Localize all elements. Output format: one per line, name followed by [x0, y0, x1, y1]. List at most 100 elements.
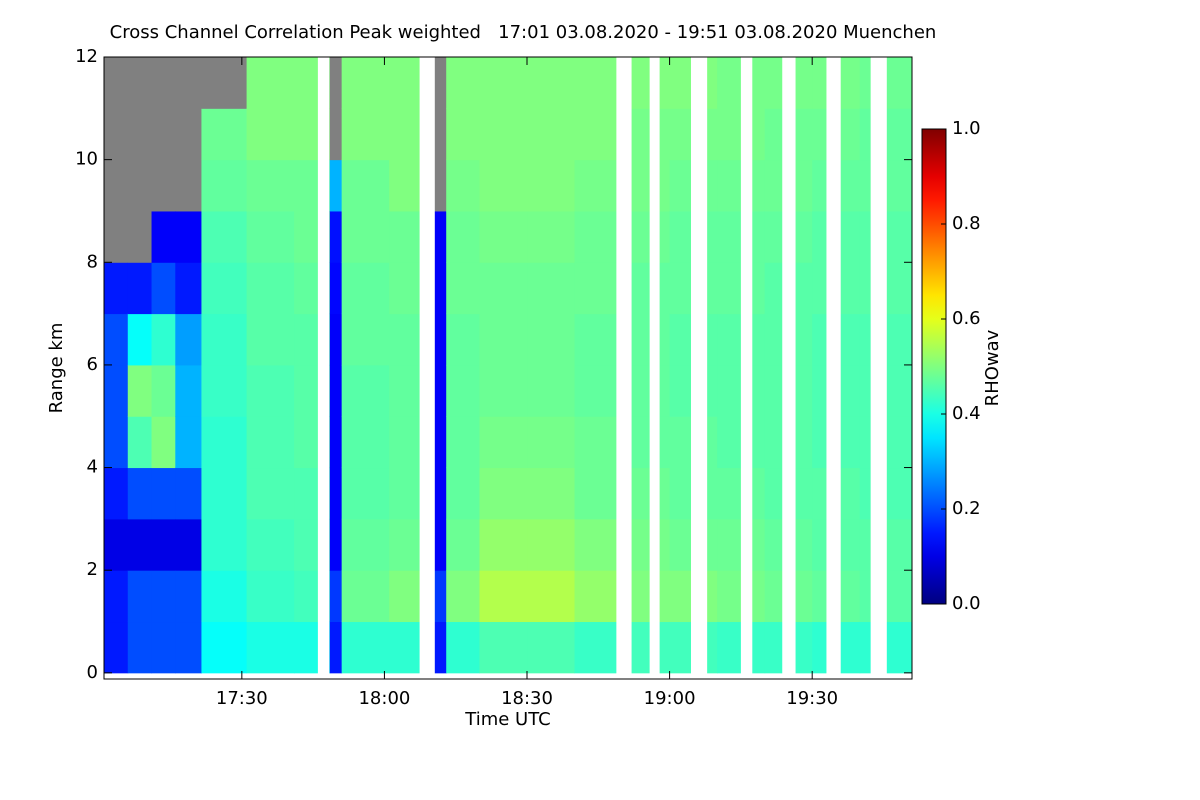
heat-cell — [574, 518, 623, 571]
heat-cell — [329, 364, 343, 417]
heat-cell — [479, 262, 528, 315]
heat-cell — [434, 364, 447, 417]
heat-cell — [175, 210, 202, 263]
heat-cell — [151, 364, 176, 417]
heat-cell — [574, 621, 623, 674]
data-gap — [317, 57, 330, 679]
heat-cell — [527, 313, 576, 366]
heat-cell — [151, 467, 176, 520]
heat-cell — [527, 467, 576, 520]
overlay — [317, 57, 887, 679]
heat-cell — [175, 364, 202, 417]
heat-cell — [104, 210, 129, 263]
heat-cell — [246, 518, 295, 571]
heat-cell — [527, 262, 576, 315]
heat-cell — [175, 108, 202, 161]
heat-cell — [201, 262, 248, 315]
x-tick-label: 18:00 — [358, 688, 410, 709]
heat-cell — [574, 262, 623, 315]
heat-cell — [574, 210, 623, 263]
heat-cell — [434, 108, 447, 161]
heat-cell — [574, 159, 623, 212]
heat-cell — [151, 262, 176, 315]
heat-cell — [574, 313, 623, 366]
heat-cell — [151, 210, 176, 263]
heat-cell — [479, 518, 528, 571]
heat-cell — [341, 518, 390, 571]
heat-cell — [574, 467, 623, 520]
heat-cell — [127, 313, 153, 366]
heat-cell — [104, 570, 129, 623]
heat-cell — [127, 621, 153, 674]
heat-cell — [329, 518, 343, 571]
data-gap — [690, 57, 708, 679]
y-tick-label: 8 — [87, 251, 98, 272]
heat-cell — [329, 621, 343, 674]
colorbar-tick-label: 0.8 — [952, 213, 981, 234]
heat-cell — [479, 159, 528, 212]
heat-cell — [201, 467, 248, 520]
heat-cell — [434, 57, 447, 109]
heat-cell — [479, 621, 528, 674]
y-axis-title: Range km — [46, 323, 67, 414]
heat-cell — [329, 570, 343, 623]
heat-cell — [151, 570, 176, 623]
heat-cell — [104, 364, 129, 417]
heat-cell — [527, 159, 576, 212]
colorbar — [921, 128, 947, 605]
heat-cell — [127, 57, 153, 109]
heat-cell — [329, 416, 343, 469]
y-tick-label: 12 — [75, 46, 98, 67]
heat-cell — [246, 159, 295, 212]
heat-cell — [446, 159, 480, 212]
y-tick-label: 0 — [87, 662, 98, 683]
heat-cell — [151, 518, 176, 571]
heat-cell — [104, 262, 129, 315]
heat-cell — [341, 570, 390, 623]
heat-cell — [201, 364, 248, 417]
heat-cell — [201, 518, 248, 571]
heat-cell — [127, 262, 153, 315]
x-tick-label: 19:00 — [644, 688, 696, 709]
colorbar-tick-label: 0.2 — [952, 498, 981, 519]
heat-cell — [175, 262, 202, 315]
heat-cell — [151, 621, 176, 674]
heat-cell — [446, 467, 480, 520]
heat-cell — [201, 570, 248, 623]
heat-cell — [446, 57, 480, 109]
heat-cell — [246, 262, 295, 315]
data-gap — [740, 57, 753, 679]
heat-cell — [434, 159, 447, 212]
heat-cell — [104, 518, 129, 571]
heat-cell — [446, 210, 480, 263]
heat-cell — [479, 416, 528, 469]
heat-cell — [341, 210, 390, 263]
heat-cell — [341, 108, 390, 161]
heat-cell — [329, 159, 343, 212]
x-tick-label: 17:30 — [216, 688, 268, 709]
data-gap — [870, 57, 887, 679]
heat-cell — [151, 159, 176, 212]
heat-cell — [434, 621, 447, 674]
colorbar-tick-label: 1.0 — [952, 118, 981, 139]
heat-cell — [479, 313, 528, 366]
heat-cell — [446, 518, 480, 571]
data-gap — [649, 57, 660, 679]
heat-cell — [151, 108, 176, 161]
heat-cell — [341, 621, 390, 674]
plot-frame — [103, 56, 913, 680]
heat-cell — [527, 364, 576, 417]
heat-cell — [479, 57, 528, 109]
heat-cell — [341, 467, 390, 520]
heat-cell — [201, 159, 248, 212]
heat-cell — [175, 416, 202, 469]
heat-cell — [574, 416, 623, 469]
heat-cell — [175, 467, 202, 520]
heat-cell — [434, 262, 447, 315]
heat-cell — [201, 210, 248, 263]
heat-cell — [341, 262, 390, 315]
heat-cell — [104, 467, 129, 520]
heat-cell — [527, 57, 576, 109]
heat-cell — [201, 108, 248, 161]
heat-cell — [104, 108, 129, 161]
